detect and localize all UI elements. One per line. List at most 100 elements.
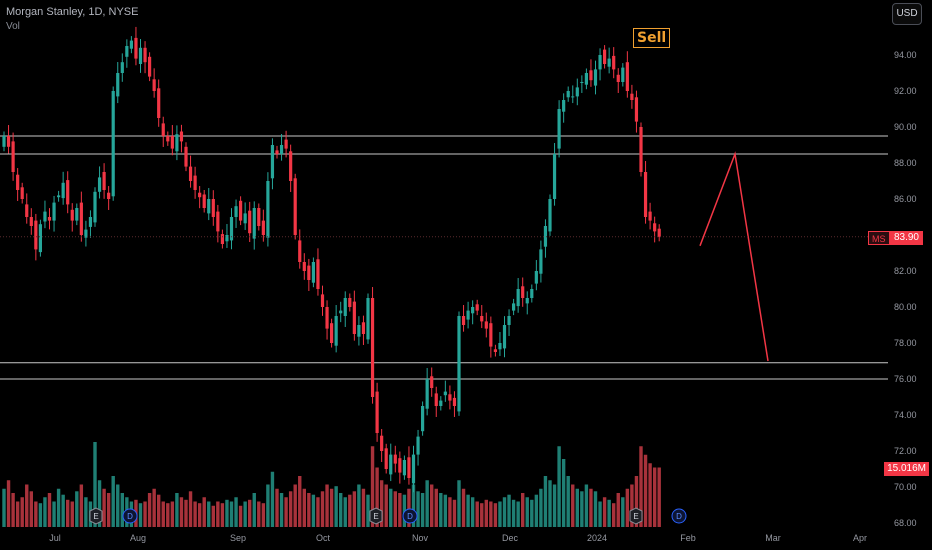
volume-bar [320,491,325,527]
candle-body [202,194,206,208]
volume-bar [38,503,43,527]
candle-body [25,204,29,217]
candle-body [416,436,420,455]
candle-body [148,56,152,77]
volume-bar [211,505,215,527]
candle-body [111,91,115,197]
candle-body [11,141,15,172]
volume-bar [557,446,561,527]
candle-body [229,217,234,241]
candle-body [389,454,393,475]
candle-body [411,454,416,484]
candle-body [257,208,261,226]
volume-indicator-label[interactable]: Vol [6,21,20,32]
candle-body [170,136,174,149]
dividend-event-icon[interactable]: D [671,508,687,524]
volume-bar [70,501,74,527]
volume-bar [352,491,357,527]
candle-body [88,217,93,227]
volume-bar [15,501,20,527]
currency-button[interactable]: USD [892,3,922,25]
candle-body [589,70,593,81]
candle-body [243,213,247,224]
svg-text:E: E [633,512,638,521]
volume-bar [598,501,602,527]
candle-body [116,73,120,97]
volume-bar [616,493,620,527]
earnings-event-icon[interactable]: E [629,507,643,525]
volume-bar [257,501,261,527]
volume-bar [566,476,570,527]
candle-body [325,307,329,329]
candle-body [248,210,252,234]
x-tick-label: Mar [765,533,781,543]
candle-body [266,181,270,238]
volume-bar [425,480,429,527]
volume-bar [548,480,552,527]
volume-bar [584,484,589,527]
candle-body [534,271,538,284]
volume-bar [197,503,202,527]
volume-bar [234,497,238,527]
candle-body [279,145,284,154]
time-axis[interactable]: Jul Aug Sep Oct Nov Dec 2024 Feb Mar Apr [49,533,867,543]
candle-body [466,310,470,320]
x-tick-label: Apr [853,533,867,543]
candle-body [548,199,552,232]
price-axis[interactable]: 94.0092.0090.0088.0086.0084.0082.0080.00… [894,50,917,528]
candle-body [102,172,106,190]
candle-body [34,220,38,250]
volume-bar [102,488,106,527]
volume-bar [106,493,111,527]
y-tick-label: 74.00 [894,410,917,420]
volume-tag: 15.016M [884,462,929,476]
volume-bar [161,501,165,527]
candle-body [552,154,557,199]
volume-bars [2,442,661,527]
volume-bar [84,497,88,527]
projection-path [699,151,769,362]
candle-body [75,208,79,221]
volume-bar [420,493,425,527]
dividend-event-icon[interactable]: D [122,508,138,524]
volume-bar [243,501,247,527]
candle-body [166,136,170,142]
volume-bar [457,480,461,527]
volume-bar [443,494,448,527]
volume-bar [543,476,548,527]
candle-body [179,131,184,142]
volume-bar [384,484,388,527]
y-tick-label: 88.00 [894,158,917,168]
svg-text:D: D [676,512,682,521]
earnings-event-icon[interactable]: E [369,507,383,525]
x-tick-label: Nov [412,533,429,543]
earnings-event-icon[interactable]: E [89,507,103,525]
chart-title: Morgan Stanley, 1D, NYSE [6,6,139,18]
volume-bar [607,499,611,527]
volume-bar [525,497,529,527]
volume-bar [6,480,11,527]
volume-bar [389,488,393,527]
candle-body [93,191,97,223]
volume-bar [602,497,607,527]
volume-bar [79,484,84,527]
y-tick-label: 86.00 [894,194,917,204]
volume-bar [370,446,375,527]
candlesticks [2,26,661,493]
dividend-event-icon[interactable]: D [402,508,418,524]
candle-body [384,448,388,469]
candle-body [361,322,366,334]
volume-bar [393,491,397,527]
candle-body [425,379,429,409]
volume-bar [188,491,193,527]
y-tick-label: 92.00 [894,86,917,96]
volume-bar [521,493,525,527]
candle-body [152,79,156,91]
candle-body [316,259,320,289]
candle-body [571,96,575,98]
projection-line[interactable] [699,151,769,362]
candle-body [79,202,83,235]
volume-bar [571,484,575,527]
